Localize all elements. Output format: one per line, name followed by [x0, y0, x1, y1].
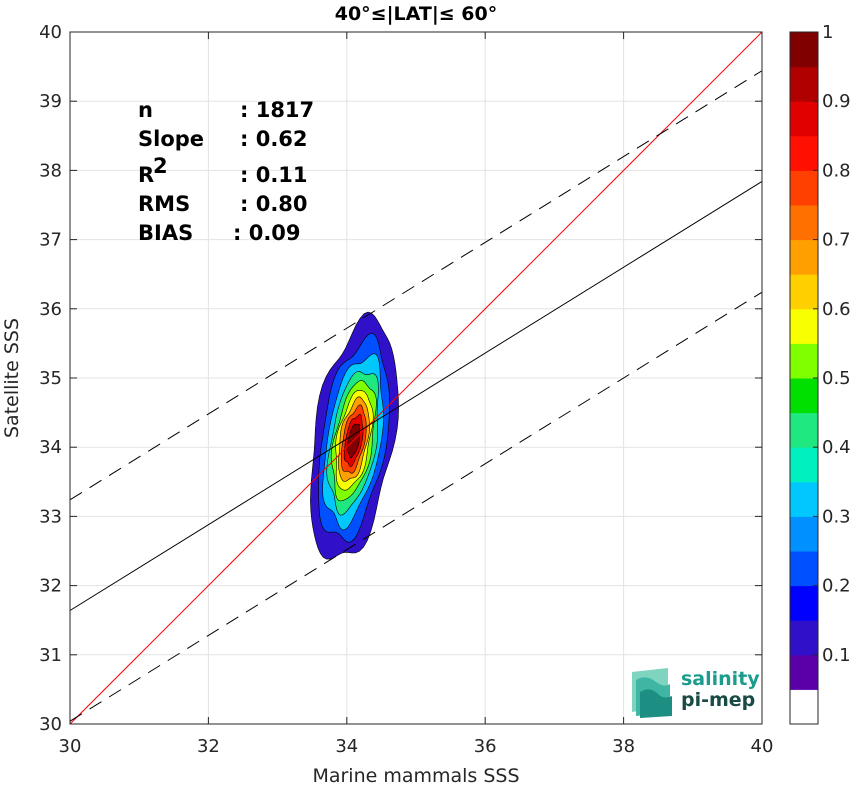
colorbar-segment — [790, 274, 818, 310]
y-tick-label: 35 — [39, 368, 62, 389]
axis-ticks: 30 32 34 36 38 40 30 31 32 33 34 35 36 37 38 39 40 — [39, 22, 773, 757]
colorbar-tick-label: 0.3 — [822, 506, 851, 527]
colorbar-tick-label: 0.9 — [822, 91, 851, 112]
y-tick-label: 33 — [39, 506, 62, 527]
colorbar-tick-label: 0.4 — [822, 437, 851, 458]
y-tick-label: 37 — [39, 230, 62, 251]
stat-value: : 0.80 — [240, 192, 308, 216]
stat-value: : 0.11 — [240, 163, 308, 187]
colorbar-tick-label: 0.8 — [822, 160, 851, 181]
colorbar-segment — [790, 135, 818, 171]
colorbar-segment — [790, 343, 818, 379]
colorbar-tick-label: 0.2 — [822, 576, 851, 597]
y-tick-label: 40 — [39, 22, 62, 43]
density-contours — [310, 311, 399, 560]
salinity-pi-mep-logo: salinity pi-mep — [632, 668, 760, 718]
stat-label: Slope — [138, 127, 204, 151]
logo-line-1: salinity — [681, 668, 760, 690]
colorbar-segment — [790, 620, 818, 656]
colorbar-segment — [790, 205, 818, 241]
colorbar-tick-label: 0.7 — [822, 230, 851, 251]
wave-logo-icon — [632, 668, 672, 718]
colorbar-segment — [790, 447, 818, 483]
colorbar: 0.1 0.2 0.3 0.4 0.5 0.6 0.7 0.8 0.9 1 — [789, 22, 851, 725]
identity-line — [69, 31, 763, 725]
colorbar-segment — [790, 412, 818, 448]
colorbar-segment — [790, 378, 818, 414]
fit-lower-envelope — [69, 291, 763, 722]
stat-label: BIAS — [138, 221, 193, 245]
colorbar-segment — [790, 66, 818, 102]
y-tick-label: 36 — [39, 299, 62, 320]
colorbar-segment — [790, 101, 818, 137]
stat-label: n — [138, 98, 153, 122]
colorbar-tick-label: 0.6 — [822, 299, 851, 320]
y-axis-label: Satellite SSS — [1, 318, 23, 438]
colorbar-segment — [790, 654, 818, 690]
logo-line-2: pi-mep — [681, 689, 755, 711]
stat-value: : 0.62 — [240, 127, 308, 151]
stat-superscript: 2 — [153, 154, 168, 178]
y-tick-label: 30 — [39, 714, 62, 735]
x-axis-label: Marine mammals SSS — [312, 765, 519, 786]
fit-line — [69, 181, 763, 611]
x-tick-label: 32 — [197, 736, 220, 757]
colorbar-tick-label: 0.1 — [822, 645, 851, 666]
colorbar-segment — [790, 170, 818, 206]
colorbar-segment — [790, 516, 818, 552]
y-tick-label: 32 — [39, 576, 62, 597]
colorbar-segment — [790, 32, 818, 68]
stat-value: : 0.09 — [233, 221, 301, 245]
colorbar-segment — [790, 308, 818, 344]
colorbar-tick-label: 0.5 — [822, 368, 851, 389]
colorbar-segment — [790, 585, 818, 621]
y-tick-label: 34 — [39, 437, 62, 458]
y-tick-label: 31 — [39, 645, 62, 666]
y-tick-label: 39 — [39, 91, 62, 112]
colorbar-segment — [790, 481, 818, 517]
stat-label: R — [138, 163, 154, 187]
statistics-box: n : 1817 Slope : 0.62 R2 : 0.11 RMS : 0.80 BIAS:… — [138, 98, 314, 245]
colorbar-segment — [790, 551, 818, 587]
colorbar-tick-label: 1 — [822, 22, 833, 43]
colorbar-segment — [790, 689, 818, 725]
x-tick-label: 40 — [751, 736, 774, 757]
fit-upper-envelope — [69, 70, 763, 501]
x-tick-label: 30 — [59, 736, 82, 757]
stat-label: RMS — [138, 192, 190, 216]
x-tick-label: 34 — [335, 736, 358, 757]
chart-title: 40°≤|LAT|≤ 60° — [335, 3, 498, 25]
colorbar-segment — [790, 239, 818, 275]
regression-lines — [69, 31, 763, 725]
y-tick-label: 38 — [39, 160, 62, 181]
x-tick-label: 36 — [474, 736, 497, 757]
stat-value: : 1817 — [240, 98, 314, 122]
x-tick-label: 38 — [612, 736, 635, 757]
